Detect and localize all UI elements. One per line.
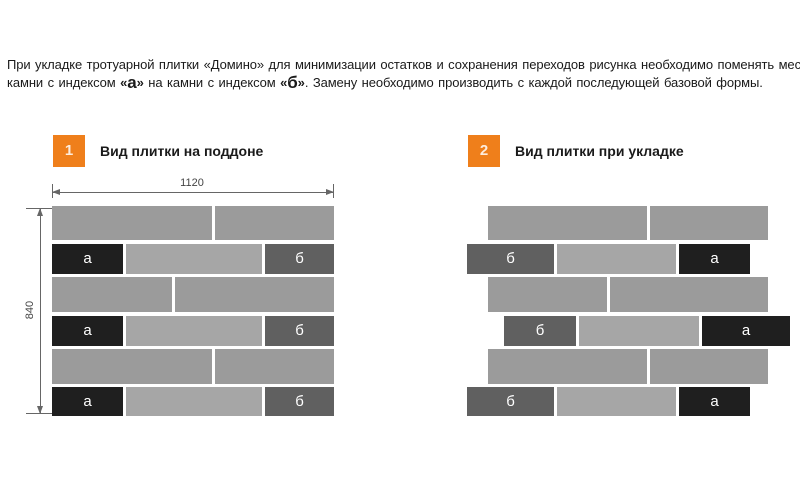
tile-index-b: б	[265, 387, 334, 416]
dimension-width-label: 1120	[180, 177, 204, 189]
intro-paragraph: При укладке тротуарной плитки «Домино» д…	[7, 56, 800, 92]
intro-line2-text: . Замену необходимо производить с каждой…	[304, 75, 763, 90]
tile-plain	[488, 349, 647, 384]
tile-plain	[126, 244, 262, 274]
dimension-arrow-left-icon	[52, 189, 60, 195]
intro-line-2: камни с индексом «а» на камни с индексом…	[7, 74, 799, 92]
tile-plain	[488, 277, 607, 312]
tile-plain	[610, 277, 768, 312]
index-b-emphasis: б	[287, 73, 298, 92]
quote-mark: «	[120, 75, 128, 90]
index-a-emphasis: а	[127, 73, 137, 92]
dimension-arrow-down-icon	[37, 406, 43, 414]
tile-index-a: а	[679, 387, 750, 416]
tile-plain	[557, 244, 676, 274]
tile-index-b: б	[265, 316, 334, 346]
tile-plain	[126, 387, 262, 416]
tile-index-b: б	[504, 316, 576, 346]
tile-plain	[579, 316, 699, 346]
section-2-badge: 2	[468, 135, 500, 167]
tile-plain	[215, 206, 334, 240]
section-1-title: Вид плитки на поддоне	[100, 143, 264, 159]
tile-plain	[175, 277, 334, 312]
tile-index-a: а	[52, 244, 123, 274]
tile-plain	[650, 206, 768, 240]
quote-mark: »	[136, 75, 144, 90]
tile-index-a: а	[52, 387, 123, 416]
quote-mark: «	[280, 75, 288, 90]
tile-plain	[650, 349, 768, 384]
dimension-arrow-up-icon	[37, 208, 43, 216]
tile-index-a: а	[702, 316, 790, 346]
tile-index-a: а	[52, 316, 123, 346]
section-1-badge: 1	[53, 135, 85, 167]
tile-plain	[215, 349, 334, 384]
intro-line2-text: на камни с индексом	[143, 75, 281, 90]
tile-plain	[52, 206, 212, 240]
tile-plain	[126, 316, 262, 346]
tile-plain	[52, 277, 172, 312]
tile-index-b: б	[467, 244, 554, 274]
tile-index-b: б	[467, 387, 554, 416]
dimension-width-line	[52, 192, 334, 193]
quote-mark: »	[297, 75, 305, 90]
tile-index-b: б	[265, 244, 334, 274]
dimension-height-line	[40, 208, 41, 414]
tile-plain	[488, 206, 647, 240]
intro-line2-text: камни с индексом	[7, 75, 121, 90]
tile-plain	[557, 387, 676, 416]
dimension-height-label: 840	[24, 300, 36, 320]
section-2-title: Вид плитки при укладке	[515, 143, 684, 159]
dimension-arrow-right-icon	[326, 189, 334, 195]
tile-plain	[52, 349, 212, 384]
intro-line-1: При укладке тротуарной плитки «Домино» д…	[7, 57, 800, 72]
tile-index-a: а	[679, 244, 750, 274]
